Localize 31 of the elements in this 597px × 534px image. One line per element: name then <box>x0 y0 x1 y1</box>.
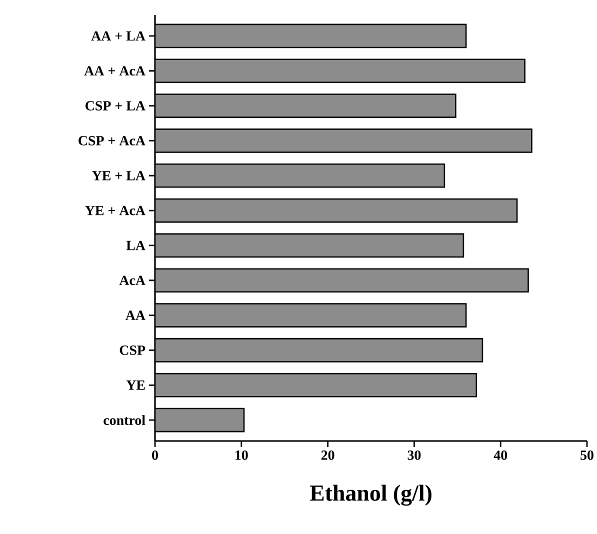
bar <box>155 268 529 293</box>
y-tick-label: AcA <box>119 276 146 286</box>
bar <box>155 338 484 362</box>
x-tick-label: 0 <box>152 450 158 460</box>
bar <box>155 372 478 398</box>
y-tick-label: LA <box>126 240 146 250</box>
bar <box>155 233 464 258</box>
bar <box>155 58 526 84</box>
x-tick-label: 40 <box>494 450 508 460</box>
y-tick-label: YE <box>126 380 145 390</box>
bar <box>155 94 456 118</box>
y-tick-label: YE + AcA <box>85 206 146 216</box>
bar <box>155 303 467 328</box>
y-tick-label: control <box>104 415 146 425</box>
x-tick-label: 50 <box>580 450 594 460</box>
x-tick-label: 30 <box>408 450 421 460</box>
bar <box>155 198 518 223</box>
y-tick-label: CSP <box>120 346 146 355</box>
bar <box>155 163 446 188</box>
y-tick-label: AA + LA <box>91 31 146 41</box>
y-tick-label: AA <box>126 310 146 320</box>
y-tick-label: AA + AcA <box>84 66 146 76</box>
bar <box>155 128 532 153</box>
x-tick-label: 20 <box>321 450 334 460</box>
bar <box>155 408 245 432</box>
x-tick-label: 10 <box>236 450 248 460</box>
bar <box>155 24 467 48</box>
x-axis-title: Ethanol (g/l) <box>310 484 432 506</box>
y-tick-label: CSP + AcA <box>78 136 146 146</box>
y-tick-label: YE + LA <box>92 171 146 180</box>
y-tick-label: CSP + LA <box>86 101 146 110</box>
